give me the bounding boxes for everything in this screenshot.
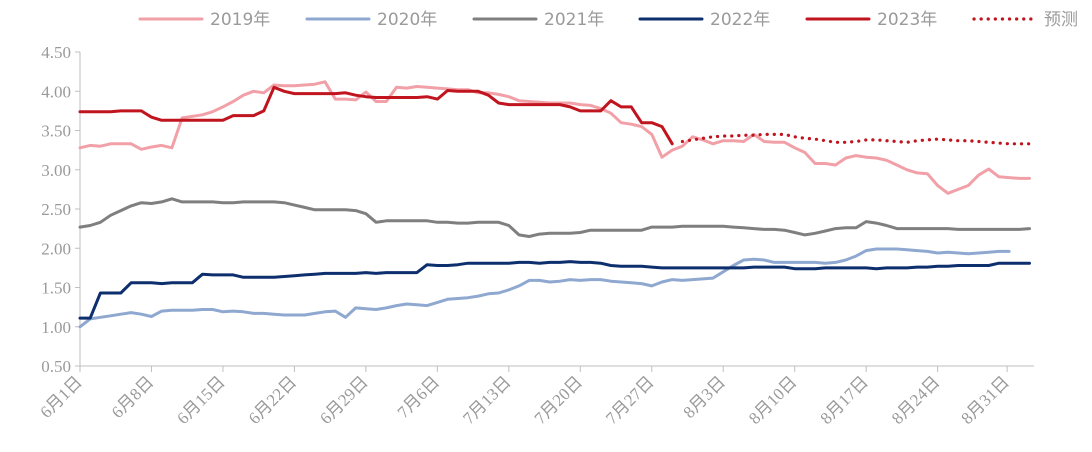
series-line-1 bbox=[78, 247, 1011, 329]
x-tick-label: 6月22日 bbox=[245, 372, 301, 428]
y-tick-label: 3.00 bbox=[41, 161, 71, 180]
x-tick-label: 8月31日 bbox=[957, 372, 1013, 428]
y-tick-label: 2.50 bbox=[41, 200, 71, 219]
x-tick-label: 8月3日 bbox=[680, 372, 729, 421]
y-tick-label: 4.00 bbox=[41, 82, 71, 101]
y-tick-label: 0.50 bbox=[41, 357, 71, 376]
legend-label-3: 2022年 bbox=[710, 10, 770, 30]
x-tick-label: 6月1日 bbox=[36, 372, 85, 421]
x-tick-label: 8月17日 bbox=[816, 372, 872, 428]
x-tick-label: 6月29日 bbox=[316, 372, 372, 428]
series-line-2 bbox=[78, 197, 1031, 238]
x-tick-label: 6月8日 bbox=[108, 372, 157, 421]
legend-label-4: 2023年 bbox=[877, 10, 937, 30]
series-line-3 bbox=[78, 260, 1031, 320]
series-line-0 bbox=[78, 80, 1031, 195]
legend-label-5: 预测 bbox=[1044, 10, 1078, 30]
series-line-4 bbox=[78, 85, 674, 146]
series-line-5 bbox=[680, 132, 1032, 146]
x-tick-label: 8月24日 bbox=[888, 372, 944, 428]
legend-label-2: 2021年 bbox=[544, 10, 604, 30]
y-tick-label: 1.50 bbox=[41, 279, 71, 298]
x-tick-label: 7月27日 bbox=[602, 372, 658, 428]
x-tick-label: 7月13日 bbox=[459, 372, 515, 428]
y-tick-label: 2.00 bbox=[41, 239, 71, 258]
x-tick-label: 7月6日 bbox=[394, 372, 443, 421]
chart-legend: 2019年 2020年 2021年 2022年 2023年 预测 bbox=[138, 10, 1078, 30]
x-tick-label: 8月10日 bbox=[745, 372, 801, 428]
x-tick-label: 6月15日 bbox=[173, 372, 229, 428]
legend-label-0: 2019年 bbox=[210, 10, 270, 30]
legend-label-1: 2020年 bbox=[377, 10, 437, 30]
y-tick-label: 4.50 bbox=[41, 43, 71, 62]
y-axis: 0.50 1.00 1.50 2.00 2.50 3.00 3.50 4.00 4.50 bbox=[41, 43, 81, 376]
series-layer bbox=[78, 80, 1032, 329]
x-tick-label: 7月20日 bbox=[531, 372, 587, 428]
y-tick-label: 1.00 bbox=[41, 318, 71, 337]
y-tick-label: 3.50 bbox=[41, 122, 71, 141]
x-axis: 6月1日 6月8日 6月15日 6月22日 6月29日 7月6日 7月13日 7月20日 7月2… bbox=[36, 365, 1034, 428]
